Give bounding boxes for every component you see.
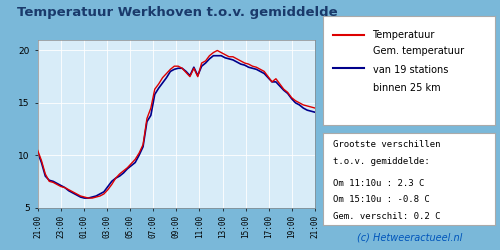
Text: Om 11:10u : 2.3 C: Om 11:10u : 2.3 C [333,179,424,188]
Text: Om 15:10u : -0.8 C: Om 15:10u : -0.8 C [333,196,430,204]
Text: Temperatuur: Temperatuur [372,30,435,40]
Text: binnen 25 km: binnen 25 km [372,83,440,93]
Text: Grootste verschillen: Grootste verschillen [333,140,440,149]
Text: van 19 stations: van 19 stations [372,64,448,74]
Text: t.o.v. gemiddelde:: t.o.v. gemiddelde: [333,156,430,166]
Text: Gem. verschil: 0.2 C: Gem. verschil: 0.2 C [333,212,440,221]
Text: Gem. temperatuur: Gem. temperatuur [372,46,464,56]
Text: Temperatuur Werkhoven t.o.v. gemiddelde: Temperatuur Werkhoven t.o.v. gemiddelde [17,6,338,19]
Text: (c) Hetweeractueel.nl: (c) Hetweeractueel.nl [358,232,463,242]
